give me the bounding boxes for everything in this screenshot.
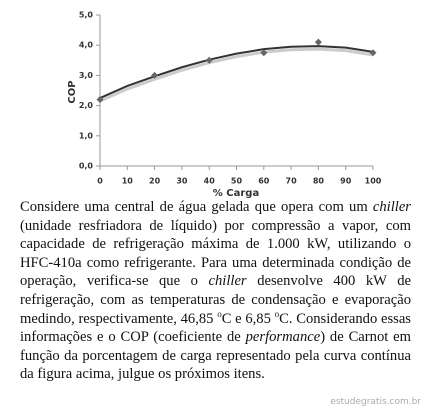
text-run: C e 6,85 — [221, 310, 275, 327]
text-run: (unidade resfriadora de líquido) por com… — [20, 217, 411, 290]
text-run: chiller — [372, 199, 411, 215]
text-run: desenvolve 400 kW de refrigeração, com a… — [20, 273, 411, 327]
data-point — [314, 38, 322, 46]
x-tick-label: 80 — [313, 177, 325, 186]
data-point — [260, 49, 268, 57]
text-run: o — [217, 308, 222, 319]
y-tick-label: 3,0 — [79, 71, 94, 80]
x-tick-label: 100 — [365, 177, 382, 186]
trendline-shadow — [99, 47, 374, 103]
data-point — [205, 56, 213, 64]
trendline — [99, 45, 374, 99]
paragraph: Considere uma central de água gelada que… — [20, 198, 411, 384]
data-point — [151, 71, 159, 79]
x-tick-label: 20 — [149, 177, 161, 186]
y-tick-label: 4,0 — [79, 41, 94, 50]
x-tick-label: 40 — [204, 177, 216, 186]
y-tick-label: 5,0 — [79, 11, 94, 20]
text-run: o — [274, 308, 280, 319]
text-run: chiller — [208, 273, 247, 290]
chart: % Carga COP 0,0 1,0 2,0 3,0 4,0 5,0 0 10 20 30 40 5… — [67, 11, 382, 200]
x-tick-label: 60 — [258, 177, 270, 186]
text-run: ) de Carnot em função da porcentagem de … — [20, 329, 411, 383]
y-axis-label: COP — [67, 80, 78, 103]
data-point — [96, 96, 104, 104]
x-tick-label: 30 — [176, 177, 188, 186]
y-tick-label: 0,0 — [79, 162, 94, 171]
text-run: performance — [245, 329, 321, 346]
data-point — [369, 49, 377, 57]
x-axis-label: % Carga — [213, 188, 259, 198]
text-run: C. Considerando essas informações e o CO… — [20, 310, 411, 346]
x-tick-label: 50 — [231, 177, 243, 186]
x-tick-label: 10 — [122, 177, 134, 186]
y-tick-label: 2,0 — [79, 101, 94, 110]
y-tick-label: 1,0 — [79, 131, 94, 140]
text-run: Considere uma central de água gelada que… — [20, 199, 373, 215]
watermark: estudegratis.com.br — [330, 397, 421, 407]
x-tick-label: 0 — [97, 177, 103, 186]
x-tick-label: 90 — [340, 177, 352, 186]
x-tick-label: 70 — [286, 177, 298, 186]
